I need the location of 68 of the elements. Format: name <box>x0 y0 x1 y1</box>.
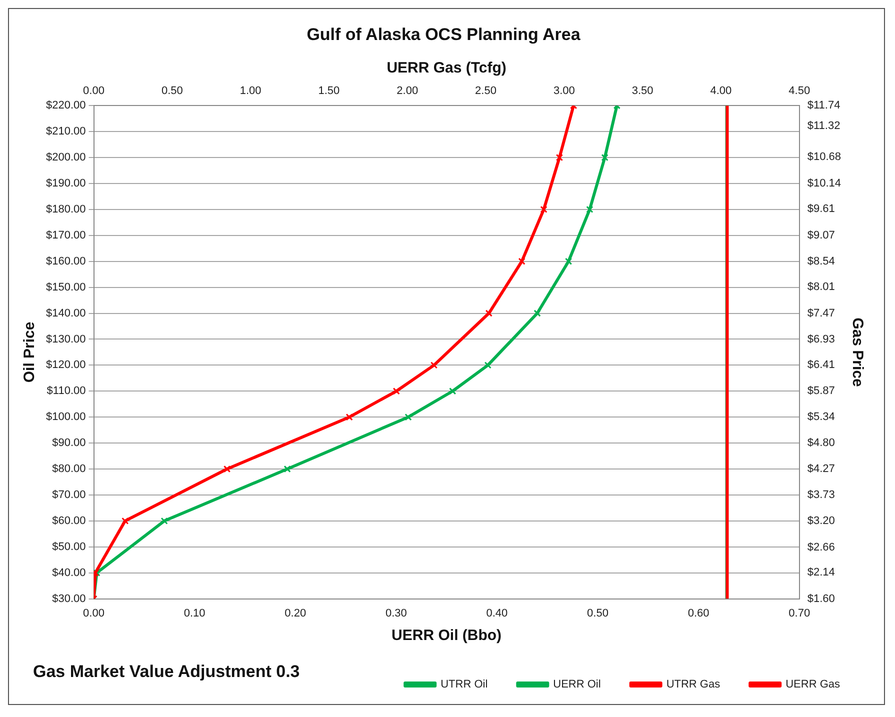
y2-tick-label: $5.87 <box>807 385 835 398</box>
x-tick-label: 0.10 <box>184 607 206 620</box>
x2-tick-label: 2.00 <box>396 85 418 98</box>
y-tick-label: $70.00 <box>52 489 86 501</box>
y-tick-label: $140.00 <box>46 307 86 320</box>
y-tick-label: $160.00 <box>46 255 86 268</box>
y2-tick-label: $9.07 <box>807 230 835 242</box>
y2-tick-label: $4.80 <box>807 437 835 450</box>
x2-tick-label: 0.50 <box>161 85 183 98</box>
y-tick-label: $80.00 <box>52 463 86 476</box>
y-axis-title: Oil Price <box>21 322 38 383</box>
y2-tick-label: $10.68 <box>807 151 842 164</box>
y2-tick-label: $6.41 <box>807 358 835 371</box>
y-tick-label: $30.00 <box>52 592 86 605</box>
y2-tick-label: $8.54 <box>807 255 835 268</box>
x2-tick-label: 1.50 <box>318 85 340 98</box>
x-tick-label: 0.50 <box>587 607 608 620</box>
y2-tick-label: $4.27 <box>807 462 835 475</box>
y-tick-label: $180.00 <box>46 203 86 216</box>
y2-tick-label: $3.73 <box>807 489 835 502</box>
y2-tick-label: $6.93 <box>807 334 835 346</box>
y2-tick-label: $3.20 <box>807 515 835 528</box>
x-tick-label: 0.40 <box>486 607 508 620</box>
y-tick-label: $120.00 <box>46 359 86 372</box>
y2-tick-label: $2.14 <box>807 566 835 579</box>
x-axis-title: UERR Oil (Bbo) <box>392 627 502 644</box>
y2-tick-label: $2.66 <box>807 541 835 554</box>
y2-tick-label: $11.74 <box>807 100 840 112</box>
chart-title: Gulf of Alaska OCS Planning Area <box>306 24 581 44</box>
x-tick-label: 0.70 <box>788 607 810 620</box>
y2-tick-label: $7.47 <box>807 307 835 320</box>
x2-tick-label: 0.00 <box>83 85 104 98</box>
y2-tick-label: $11.32 <box>807 120 840 132</box>
legend-label: UTRR Oil <box>440 678 488 691</box>
x2-tick-label: 1.00 <box>240 85 262 98</box>
y2-tick-label: $8.01 <box>807 281 835 294</box>
y-tick-label: $190.00 <box>46 178 86 190</box>
legend-label: UERR Gas <box>786 678 840 691</box>
x2-tick-label: 4.00 <box>710 85 732 98</box>
y-tick-label: $110.00 <box>46 385 86 398</box>
x-tick-label: 0.60 <box>688 607 710 620</box>
text: Gas Market Value Adjustment 0.3 <box>33 662 300 682</box>
y-tick-label: $220.00 <box>46 100 86 112</box>
x2-tick-label: 3.50 <box>632 85 654 98</box>
y2-tick-label: $10.14 <box>807 177 842 190</box>
x-tick-label: 0.00 <box>83 607 104 620</box>
y-tick-label: $170.00 <box>46 229 86 242</box>
y-tick-label: $60.00 <box>52 514 86 527</box>
y-tick-label: $100.00 <box>46 411 86 424</box>
y-tick-label: $50.00 <box>52 540 86 553</box>
y-tick-label: $40.00 <box>52 566 86 579</box>
x2-tick-label: 2.50 <box>475 85 496 98</box>
legend-label: UERR Oil <box>553 678 601 691</box>
x-tick-label: 0.20 <box>284 607 306 620</box>
y-tick-label: $130.00 <box>46 333 86 346</box>
y2-axis-title: Gas Price <box>848 318 866 387</box>
y2-tick-label: $1.60 <box>807 592 835 605</box>
y2-tick-label: $9.61 <box>807 203 835 216</box>
y-tick-label: $210.00 <box>46 126 86 138</box>
x2-axis-title: UERR Gas (Tcfg) <box>386 60 506 77</box>
x2-tick-label: 4.50 <box>788 85 810 98</box>
y2-tick-label: $5.34 <box>807 410 835 423</box>
x2-tick-label: 3.00 <box>553 85 575 98</box>
y-tick-label: $90.00 <box>52 437 86 450</box>
y-tick-label: $150.00 <box>46 281 86 294</box>
y-tick-label: $200.00 <box>46 152 86 164</box>
x-tick-label: 0.30 <box>385 607 407 620</box>
legend-label: UTRR Gas <box>666 678 721 691</box>
